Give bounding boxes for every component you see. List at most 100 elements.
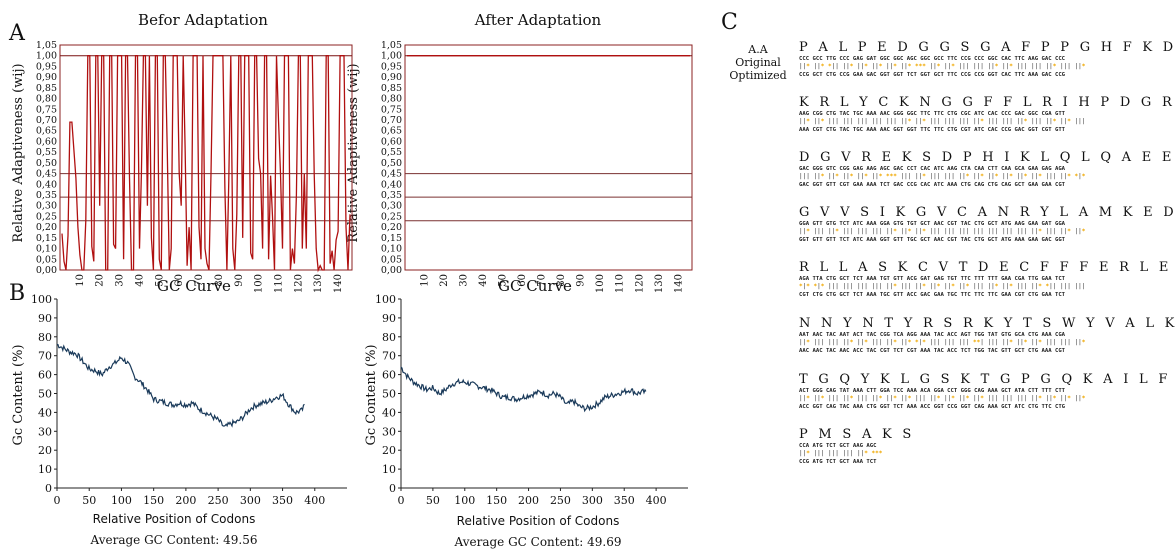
row-label-aa: A.A: [748, 43, 768, 56]
amino-acid-row: N N Y N T Y R S R K Y T S W Y V A L K R: [799, 316, 1175, 331]
y-tick-label: 0,45: [381, 169, 402, 180]
y-tick-label: 0,40: [36, 179, 57, 190]
optimized-codon-row: AAA CGT CTG TAC TGC AAA AAC GGT GGT TTC …: [799, 127, 1066, 133]
alignment-marks-row: ||| ||* ||* ||* ||* ||* *** ||| ||* ||| …: [799, 173, 1086, 180]
x-tick-label: 40: [478, 274, 489, 287]
sequence-block: G V V S I K G V C A N R Y L A M K E D G G…: [799, 205, 1175, 244]
x-tick-label: 60: [174, 274, 185, 287]
chart-a-left-frame: [59, 44, 353, 271]
x-tick-label: 350: [272, 494, 293, 507]
y-tick-label: 0,65: [36, 126, 57, 137]
x-tick-label: 110: [273, 274, 284, 293]
y-tick-label: 0,50: [381, 158, 402, 169]
optimized-codon-row: CCG GCT CTG CCG GAA GAC GGT GGT TCT GGT …: [799, 72, 1066, 78]
y-tick-label: 0,45: [36, 169, 57, 180]
optimized-codon-row: GAC GGT GTT CGT GAA AAA TCT GAC CCG CAC …: [799, 182, 1066, 188]
chart-a-ylabel: Relative Adaptiveness (wij): [11, 63, 26, 242]
optimized-codon-row: GGT GTT GTT TCT ATC AAA GGT GTT TGC GCT …: [799, 237, 1066, 243]
original-codon-row: CCC GCC TTG CCC GAG GAT GGC GGC AGC GGC …: [799, 56, 1066, 62]
x-tick-label: 10: [420, 274, 431, 287]
chart-b-left-average: Average GC Content: 49.56: [90, 533, 258, 547]
chart-a-right-ylabel: Relative Adaptiveness (wij): [346, 63, 361, 242]
x-tick-label: 110: [615, 274, 626, 293]
original-codon-row: GAC GGG GTC CGG GAG AAG AGC GAC CCT CAC …: [799, 166, 1066, 172]
original-codon-row: AAT AAC TAC AAT ACT TAC CGG TCA AGG AAA …: [799, 332, 1066, 338]
x-tick-label: 100: [454, 494, 475, 507]
y-tick-label: 10: [382, 463, 396, 476]
optimized-codon-row: ACC GGT CAG TAC AAA CTG GGT TCT AAA ACC …: [799, 404, 1066, 410]
amino-acid-row: G V V S I K G V C A N R Y L A M K E D G: [799, 205, 1175, 220]
y-tick-label: 0,35: [381, 190, 402, 201]
y-tick-label: 40: [38, 406, 52, 419]
y-tick-label: 30: [38, 425, 52, 438]
y-tick-label: 20: [38, 444, 52, 457]
x-tick-label: 250: [208, 494, 229, 507]
optimized-codon-row: CCG ATG TCT GCT AAA TCT: [799, 459, 877, 465]
x-tick-label: 20: [95, 274, 106, 287]
row-label-optimized: Optimized: [729, 69, 787, 82]
amino-acid-row: K R L Y C K N G G F F L R I H P D G R V: [799, 95, 1175, 110]
y-tick-label: 1,00: [381, 51, 402, 62]
y-tick-label: 1,05: [36, 40, 57, 51]
y-tick-label: 100: [31, 293, 52, 306]
chart-a-left-xticks: 10 20 30 40 50 60 70 80 90 100 110 120 130 140: [75, 274, 344, 293]
y-tick-label: 0,85: [36, 83, 57, 94]
y-tick-label: 0,75: [36, 104, 57, 115]
chart-a-left-yticks: 0,000,050,100,150,200,250,300,350,400,45…: [36, 40, 57, 276]
y-tick-label: 0,15: [36, 233, 57, 244]
y-tick-label: 0,60: [36, 136, 57, 147]
y-tick-label: 0,80: [381, 94, 402, 105]
x-tick-label: 50: [498, 274, 509, 287]
y-tick-label: 10: [38, 463, 52, 476]
chart-b-left-title: GC Curve: [157, 277, 231, 295]
panel-a-letter: A: [8, 21, 26, 46]
x-tick-label: 300: [582, 494, 603, 507]
alignment-marks-row: ||* ||* *|| ||* ||* ||* ||* ||* *** ||* …: [799, 63, 1086, 70]
row-label-original: Original: [735, 56, 781, 69]
y-tick-label: 0,95: [381, 61, 402, 72]
x-tick-label: 130: [313, 274, 324, 293]
panel-c-letter: C: [721, 10, 738, 35]
original-codon-row: CCA ATG TCT GCT AAG AGC: [799, 443, 877, 449]
y-tick-label: 0,95: [36, 61, 57, 72]
chart-a-right-title: After Adaptation: [474, 11, 602, 29]
y-tick-label: 1,05: [381, 40, 402, 51]
y-tick-label: 80: [38, 331, 52, 344]
x-tick-label: 140: [673, 274, 684, 293]
alignment-marks-row: *|* *|* ||| ||| ||| ||| ||* ||| ||* ||* …: [799, 283, 1086, 290]
y-tick-label: 0,05: [381, 254, 402, 265]
x-tick-label: 30: [459, 274, 470, 287]
x-tick-label: 80: [214, 274, 225, 287]
y-tick-label: 0,25: [381, 211, 402, 222]
amino-acid-row: R L L A S K C V T D E C F F F E R L E S: [799, 260, 1175, 275]
chart-a-left-series-line: [61, 55, 351, 273]
chart-b-left-xlabel: Relative Position of Codons: [93, 512, 256, 526]
panel-b-letter: B: [9, 281, 25, 306]
x-tick-label: 150: [486, 494, 507, 507]
chart-b-left-ylabel: Gc Content (%): [11, 344, 26, 445]
y-tick-label: 100: [375, 293, 396, 306]
y-tick-label: 1,00: [36, 51, 57, 62]
chart-b-right-series-line: [400, 366, 647, 413]
original-codon-row: ACT GGG CAG TAT AAA CTT GGA TCC AAA ACA …: [799, 388, 1066, 394]
alignment-marks-row: ||* ||* ||| ||* ||| ||* ||* ||* ||| ||* …: [799, 395, 1086, 402]
x-tick-label: 50: [82, 494, 96, 507]
x-tick-label: 80: [556, 274, 567, 287]
amino-acid-row: T G Q Y K L G S K T G P G Q K A I L F L: [799, 372, 1175, 387]
x-tick-label: 300: [240, 494, 261, 507]
y-tick-label: 0,55: [381, 147, 402, 158]
chart-a-right-frame: [404, 44, 693, 271]
x-tick-label: 0: [54, 494, 61, 507]
chart-b-right-ylabel: Gc Content (%): [364, 344, 379, 445]
y-tick-label: 0,65: [381, 126, 402, 137]
y-tick-label: 0,50: [36, 158, 57, 169]
x-tick-label: 250: [550, 494, 571, 507]
y-tick-label: 0,30: [36, 201, 57, 212]
y-tick-label: 0,80: [36, 94, 57, 105]
optimized-codon-row: AAC AAC TAC AAC ACC TAC CGT TCT CGT AAA …: [799, 348, 1066, 354]
y-tick-label: 0,90: [36, 72, 57, 83]
